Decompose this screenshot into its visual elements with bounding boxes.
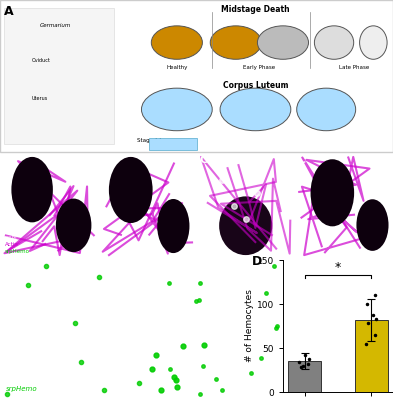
Text: Midstage Death: Midstage Death [221, 4, 290, 14]
Ellipse shape [151, 26, 202, 59]
Text: C: C [200, 155, 208, 165]
Ellipse shape [257, 26, 309, 59]
Text: Corpus Luteum: Corpus Luteum [223, 80, 288, 90]
Ellipse shape [310, 159, 354, 226]
Ellipse shape [219, 196, 272, 255]
Text: Oviduct: Oviduct [31, 58, 50, 63]
Ellipse shape [210, 26, 261, 59]
Ellipse shape [141, 88, 212, 131]
Text: C': C' [298, 155, 309, 165]
Ellipse shape [109, 157, 152, 223]
Text: Uterus: Uterus [31, 96, 48, 101]
Text: Germarium: Germarium [39, 23, 71, 28]
Ellipse shape [360, 26, 387, 59]
Bar [354, 320, 388, 392]
Text: C": C" [149, 264, 163, 274]
Text: srpHemo: srpHemo [5, 248, 30, 254]
Bar [4, 8, 114, 144]
Text: srpHemo: srpHemo [6, 386, 37, 392]
Text: Late Phase: Late Phase [339, 65, 369, 70]
Text: D: D [252, 255, 263, 268]
Text: Actin: Actin [5, 242, 18, 247]
Text: B': B' [101, 155, 113, 165]
Ellipse shape [297, 88, 356, 131]
Text: Healthy: Healthy [166, 65, 187, 70]
Text: B: B [3, 155, 11, 165]
Text: A: A [4, 4, 13, 18]
Ellipse shape [56, 198, 92, 252]
Text: DAPI: DAPI [5, 236, 18, 240]
Bar [149, 138, 196, 150]
Ellipse shape [314, 26, 354, 59]
Ellipse shape [11, 157, 53, 222]
Text: Stage 14: Stage 14 [137, 138, 162, 143]
Ellipse shape [356, 199, 389, 251]
Y-axis label: # of Hemocytes: # of Hemocytes [245, 290, 254, 362]
Ellipse shape [220, 88, 291, 131]
Text: *: * [335, 261, 341, 274]
Text: B": B" [4, 264, 18, 274]
Bar [288, 361, 321, 392]
Ellipse shape [157, 199, 189, 253]
Text: Early Phase: Early Phase [243, 65, 275, 70]
